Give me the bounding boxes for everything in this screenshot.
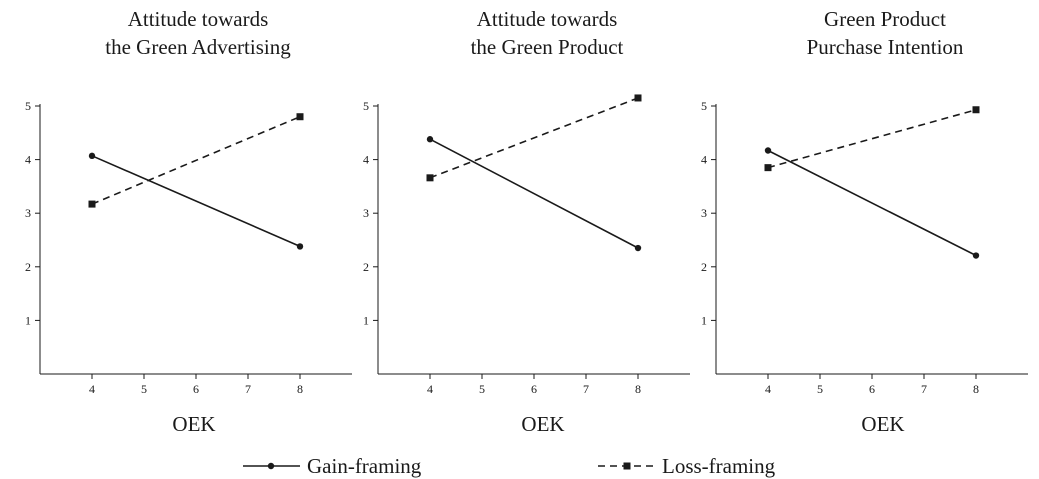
data-point-loss-framing (634, 94, 642, 102)
chart-title-line: the Green Advertising (105, 35, 291, 59)
x-tick-label: 8 (635, 382, 641, 396)
y-tick-label: 3 (363, 206, 369, 220)
y-tick-label: 2 (25, 260, 31, 274)
data-point-gain-framing (296, 243, 304, 250)
chart-panels: Attitude towards the Green Advertising 1 2 3… (25, 7, 1028, 436)
series-line-loss-framing (429, 97, 639, 179)
x-tick-label: 8 (973, 382, 979, 396)
y-tick-label: 2 (363, 260, 369, 274)
y-tick-label: 3 (25, 206, 31, 220)
series-line-gain-framing (767, 149, 977, 257)
x-tick-label: 4 (89, 382, 95, 396)
data-point-gain-framing (972, 252, 980, 259)
x-tick-label: 5 (479, 382, 485, 396)
chart-title-line: Purchase Intention (807, 35, 964, 59)
series-line-loss-framing (91, 115, 301, 205)
x-axis-label: OEK (861, 412, 904, 436)
data-point-gain-framing (764, 147, 772, 154)
x-tick-label: 6 (193, 382, 199, 396)
x-tick-label: 8 (297, 382, 303, 396)
chart-title-line: Attitude towards (477, 7, 618, 31)
y-tick-label: 4 (25, 153, 31, 167)
chart-title-line: Attitude towards (128, 7, 269, 31)
chart-panel-2: Attitude towards the Green Product 1 2 3 4 5 4 5… (363, 7, 690, 436)
y-tick-label: 1 (25, 313, 31, 327)
legend-label-loss-framing: Loss-framing (662, 454, 776, 478)
y-tick-label: 4 (701, 153, 707, 167)
data-point-loss-framing (296, 113, 304, 121)
data-point-loss-framing (88, 200, 96, 208)
data-point-loss-framing (764, 164, 772, 172)
y-tick-label: 1 (701, 313, 707, 327)
x-tick-label: 4 (427, 382, 433, 396)
data-point-gain-framing (426, 136, 434, 143)
x-tick-label: 6 (869, 382, 875, 396)
y-tick-label: 4 (363, 153, 369, 167)
y-tick-label: 5 (25, 99, 31, 113)
x-axis-label: OEK (172, 412, 215, 436)
y-tick-label: 5 (363, 99, 369, 113)
legend-marker-gain-framing (267, 462, 275, 470)
y-tick-label: 2 (701, 260, 707, 274)
series-line-gain-framing (91, 155, 301, 248)
x-axis-label: OEK (521, 412, 564, 436)
y-tick-label: 3 (701, 206, 707, 220)
y-tick-label: 5 (701, 99, 707, 113)
chart-title-line: Green Product (824, 7, 946, 31)
data-point-gain-framing (634, 244, 642, 252)
x-tick-label: 7 (921, 382, 927, 396)
x-tick-label: 6 (531, 382, 537, 396)
x-tick-label: 4 (765, 382, 771, 396)
chart-panel-1: Attitude towards the Green Advertising 1 2 3… (25, 7, 352, 436)
data-point-gain-framing (88, 152, 96, 160)
x-tick-label: 5 (141, 382, 147, 396)
y-tick-label: 1 (363, 313, 369, 327)
series-line-gain-framing (429, 138, 639, 249)
data-point-loss-framing (972, 106, 980, 114)
series-line-loss-framing (767, 109, 977, 169)
legend: Gain-framing Loss-framing (243, 454, 776, 478)
data-point-loss-framing (426, 174, 434, 182)
legend-marker-loss-framing (623, 462, 631, 470)
chart-panel-3: Green Product Purchase Intention 1 2 3 4 5 4 5 6 7… (701, 7, 1028, 436)
x-tick-label: 7 (583, 382, 589, 396)
x-tick-label: 5 (817, 382, 823, 396)
x-tick-label: 7 (245, 382, 251, 396)
chart-title-line: the Green Product (471, 35, 624, 59)
legend-label-gain-framing: Gain-framing (307, 454, 422, 478)
